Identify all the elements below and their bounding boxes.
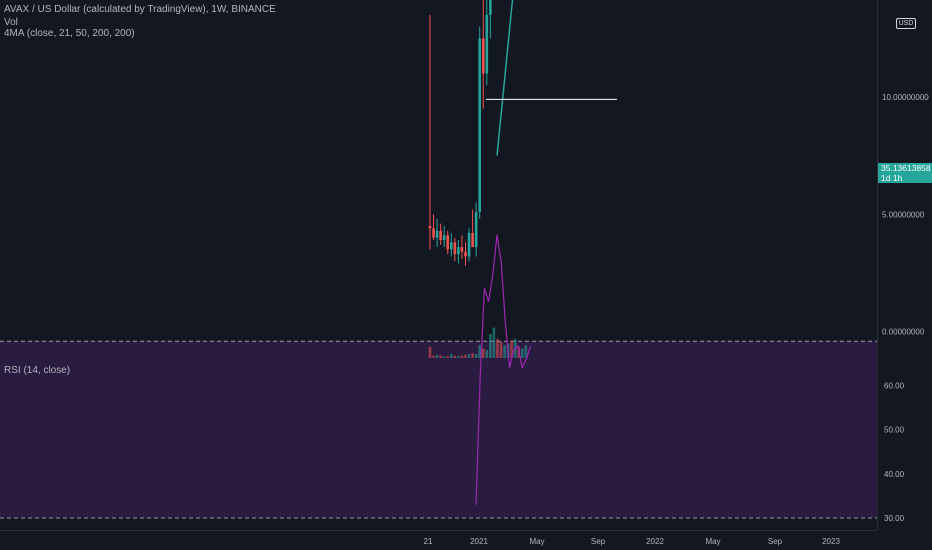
price-tick-label: 5.00000000: [882, 210, 925, 219]
volume-bar: [503, 345, 506, 358]
candle-body: [435, 230, 439, 238]
volume-legend: Vol: [4, 17, 18, 28]
volume-bar: [521, 348, 524, 358]
rsi-band: [0, 341, 877, 518]
candle-body: [457, 247, 460, 255]
candle-body: [439, 230, 442, 241]
volume-bar: [478, 345, 481, 358]
bar-countdown: 1d 1h: [881, 173, 903, 183]
candle-body: [467, 233, 471, 257]
volume-bar: [446, 356, 450, 358]
volume-bar: [435, 354, 439, 358]
volume-bar: [442, 356, 446, 358]
volume-bar: [499, 342, 503, 358]
time-tick-label: Sep: [591, 537, 606, 546]
volume-bar: [489, 334, 492, 358]
volume-bar: [524, 345, 528, 358]
rsi-tick-label: 40.00: [884, 470, 905, 479]
candle-body: [450, 242, 453, 250]
volume-bar: [485, 350, 489, 358]
price-tick-label: 10.00000000: [882, 93, 929, 102]
candle-body: [464, 251, 467, 257]
moving-average-legend: 4MA (close, 21, 50, 200, 200): [4, 28, 135, 39]
volume-bar: [432, 355, 435, 358]
last-price-label: 35.13613858 1d 1h: [878, 163, 932, 183]
volume-bar: [439, 355, 442, 358]
time-tick-label: May: [529, 537, 544, 546]
time-tick-label: 2023: [822, 537, 840, 546]
volume-bar: [467, 354, 471, 358]
currency-badge[interactable]: USD: [896, 18, 916, 29]
volume-bar: [496, 338, 499, 358]
volume-bar: [481, 348, 485, 358]
candle-body: [453, 242, 457, 255]
volume-bar: [510, 340, 513, 358]
candle-body: [478, 38, 481, 212]
rsi-tick-label: 60.00: [884, 381, 905, 390]
candle-body: [428, 225, 432, 229]
last-price-value: 35.13613858: [881, 163, 931, 173]
price-tick-label: 0.00000000: [882, 328, 925, 337]
candle-body: [485, 14, 489, 74]
candle-body: [432, 228, 435, 238]
time-tick-label: May: [705, 537, 720, 546]
rsi-tick-label: 50.00: [884, 426, 905, 435]
candle-body: [446, 235, 450, 250]
candle-body: [471, 233, 474, 248]
time-tick-label: Sep: [768, 537, 783, 546]
candle-body: [481, 38, 485, 74]
volume-bar: [450, 354, 453, 358]
chart-title: AVAX / US Dollar (calculated by TradingV…: [4, 4, 276, 15]
volume-bar: [428, 346, 432, 358]
rsi-legend: RSI (14, close): [4, 365, 71, 376]
volume-bar: [460, 355, 464, 358]
moving-average-line: [496, 0, 514, 156]
volume-bar: [492, 327, 496, 358]
candle-body: [442, 235, 446, 241]
rsi-line: [475, 234, 532, 505]
volume-bar: [474, 354, 478, 358]
rsi-tick-label: 30.00: [884, 514, 905, 523]
volume-bar: [471, 353, 474, 358]
candle-body: [489, 0, 492, 15]
candle-body: [474, 211, 478, 248]
time-tick-label: 2022: [646, 537, 664, 546]
time-tick-label: 2021: [470, 537, 488, 546]
candle-body: [460, 247, 464, 252]
volume-bar: [453, 355, 457, 358]
volume-bar: [457, 356, 460, 358]
time-tick-label: 21: [424, 537, 433, 546]
volume-bar: [464, 354, 467, 358]
